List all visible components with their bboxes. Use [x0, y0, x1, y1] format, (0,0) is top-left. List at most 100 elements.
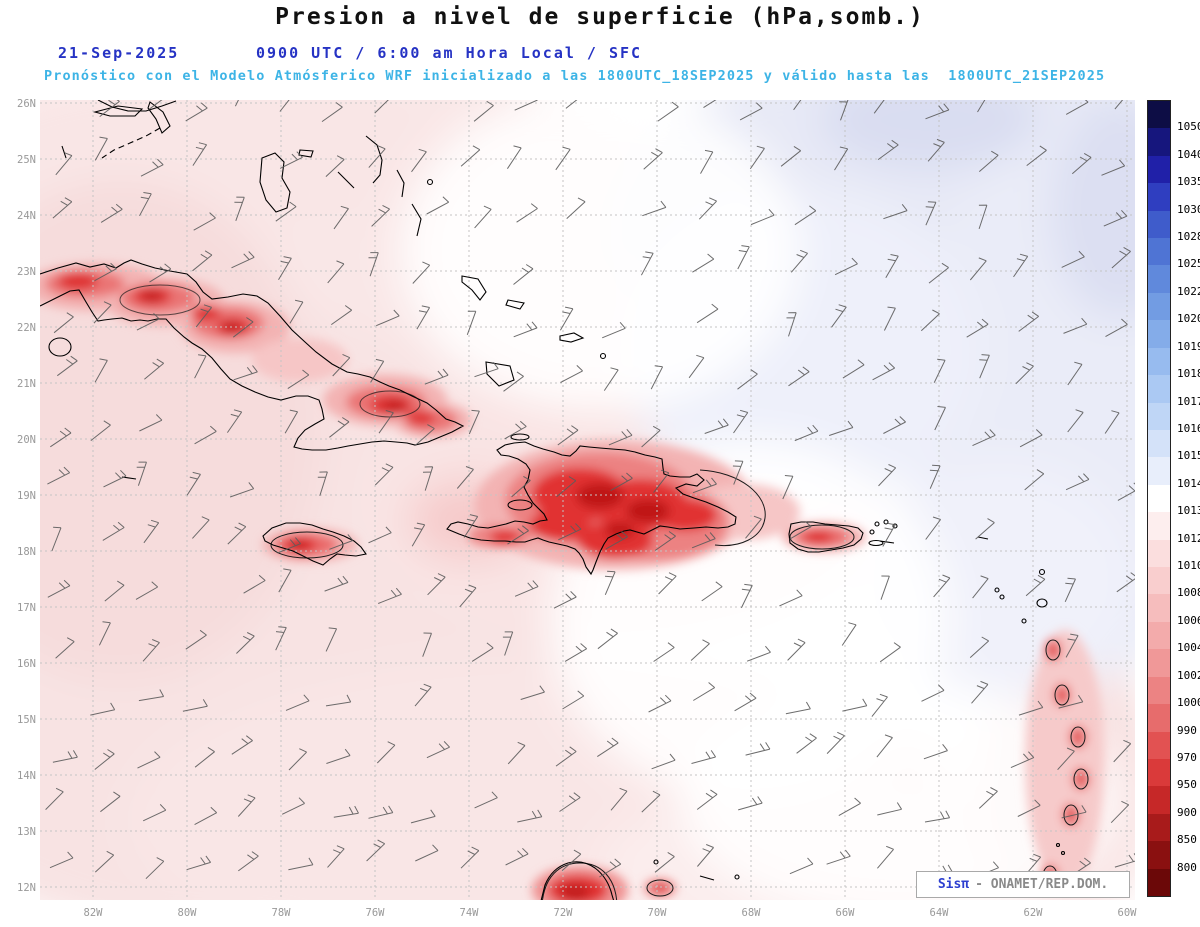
wind-barb — [506, 145, 522, 169]
wind-barb — [288, 857, 314, 871]
wind-barb — [194, 425, 217, 445]
colorbar-cell — [1148, 594, 1170, 623]
lat-axis-label: 20N — [17, 434, 36, 446]
wind-barb — [648, 694, 672, 713]
wind-barb — [143, 519, 160, 544]
wind-barb — [657, 101, 679, 122]
wind-barb — [794, 424, 819, 442]
wind-barb — [182, 699, 208, 712]
wind-barb — [277, 537, 301, 554]
abaco — [147, 101, 171, 134]
wind-barb — [51, 526, 62, 552]
wind-barb — [459, 584, 477, 608]
wind-barb — [641, 790, 661, 813]
wind-barb — [826, 849, 851, 865]
wind-barb — [142, 804, 167, 822]
barbuda — [1038, 568, 1046, 576]
wind-barb — [933, 358, 946, 383]
wind-barb — [885, 254, 899, 278]
vieques-island — [868, 539, 884, 547]
wind-barb — [750, 208, 775, 226]
wind-barb — [226, 409, 243, 433]
wind-barb — [142, 639, 160, 662]
wind-barb — [139, 192, 152, 217]
wind-barb — [513, 264, 534, 285]
wind-barb — [796, 733, 817, 754]
culebra-island — [869, 529, 875, 535]
antigua — [1036, 598, 1048, 608]
wind-barb — [415, 844, 439, 862]
wind-barb — [557, 425, 579, 446]
wind-barb — [1103, 209, 1128, 227]
wind-barb — [1071, 152, 1092, 175]
wind-barb — [136, 312, 160, 331]
grenadines-2 — [1060, 850, 1066, 856]
wind-barb — [972, 429, 996, 447]
wind-barb-field — [45, 100, 1135, 880]
wind-barb — [329, 417, 350, 438]
wind-barb — [1101, 159, 1126, 176]
lon-axis-label: 70W — [648, 907, 668, 919]
wind-barb — [148, 100, 163, 110]
lon-axis-label: 68W — [742, 907, 762, 919]
cat-island — [396, 169, 405, 198]
wind-barb — [47, 579, 71, 598]
wind-barb — [924, 810, 951, 823]
wind-barb — [456, 466, 474, 489]
wind-barb — [378, 587, 402, 604]
wind-barb — [610, 472, 633, 492]
wind-barb — [517, 809, 543, 823]
wind-barb — [786, 312, 797, 337]
lat-axis-label: 24N — [17, 210, 36, 222]
wind-barb — [1067, 409, 1084, 433]
colorbar-cell — [1148, 512, 1170, 541]
lat-axis-label: 25N — [17, 154, 36, 166]
wind-barb — [597, 628, 618, 650]
wind-barb — [746, 645, 771, 662]
jamaica-coastline — [262, 522, 367, 566]
wind-barb — [326, 748, 351, 764]
wind-barb — [697, 844, 714, 867]
lat-axis-label: 18N — [17, 546, 36, 558]
wind-barb — [692, 477, 717, 494]
wind-barb — [504, 420, 527, 440]
wind-barb — [789, 521, 812, 540]
wind-barb — [278, 568, 292, 593]
bonaire — [734, 874, 740, 880]
wind-barb — [503, 371, 524, 392]
wind-barb — [192, 250, 213, 272]
wind-barb — [234, 196, 245, 221]
colorbar-cell — [1148, 621, 1170, 650]
puerto-rico-coastline — [788, 521, 864, 553]
wind-barb — [641, 425, 661, 448]
wind-barb — [969, 257, 987, 281]
wind-barb — [194, 354, 207, 379]
anguilla — [977, 536, 989, 540]
wind-barb — [149, 263, 172, 283]
wind-barb — [1024, 469, 1045, 491]
wind-barb — [281, 797, 305, 815]
wind-barb — [553, 591, 577, 609]
wind-barb — [688, 354, 705, 379]
wind-barb — [284, 409, 299, 434]
wind-barb — [555, 746, 577, 767]
wind-barb — [55, 152, 73, 176]
colorbar-label: 1013 — [1177, 504, 1200, 518]
forecast-date: 21-Sep-2025 — [58, 44, 180, 62]
hispaniola-coastline — [446, 441, 737, 576]
wind-barb — [793, 100, 802, 111]
wind-barb — [135, 581, 159, 600]
montserrat — [1021, 618, 1027, 624]
wind-barb — [194, 746, 215, 768]
forecast-time: 0900 UTC / 6:00 am Hora Local / SFC — [256, 44, 643, 62]
colorbar-cell — [1148, 567, 1170, 595]
wind-barb — [94, 850, 115, 873]
wind-barb — [289, 299, 304, 324]
wind-barb — [608, 428, 633, 446]
wind-barb — [921, 684, 945, 702]
lat-axis-label: 14N — [17, 770, 36, 782]
caicos — [559, 332, 585, 343]
wind-barb — [696, 303, 719, 324]
wind-barb — [693, 682, 716, 701]
eleuthera — [365, 135, 383, 184]
